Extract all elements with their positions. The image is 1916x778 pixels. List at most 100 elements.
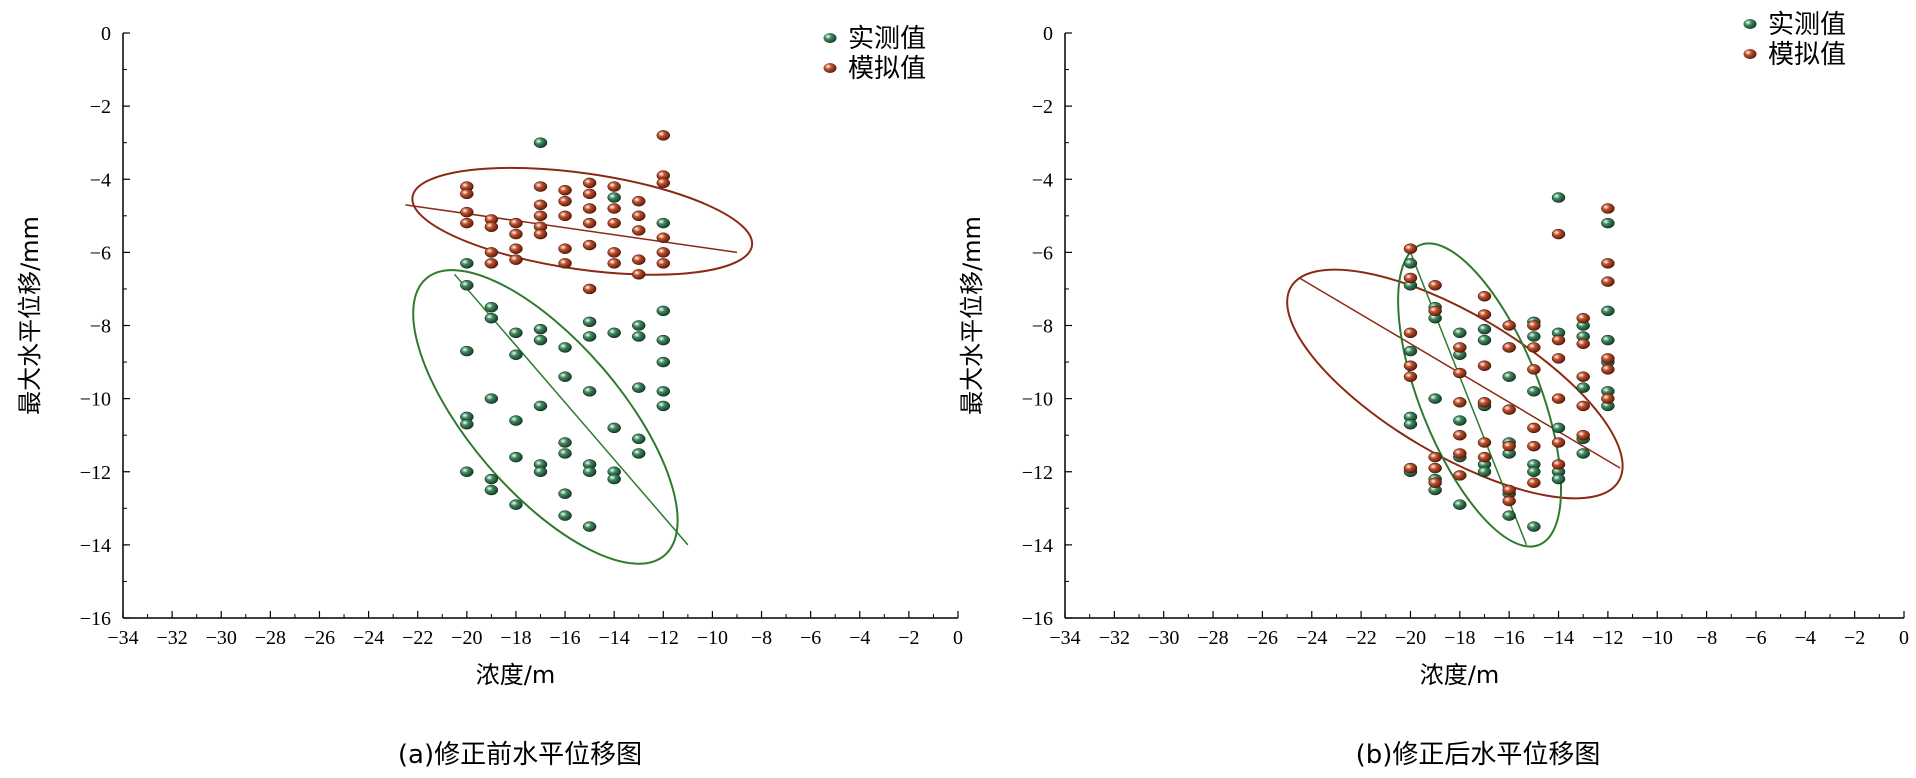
simulated-point <box>1527 342 1541 353</box>
simulated-point <box>1428 477 1442 488</box>
measured-point <box>1477 323 1492 335</box>
simulated-point <box>656 232 671 243</box>
measured-point <box>460 280 474 291</box>
simulated-point <box>656 130 671 141</box>
measured-point <box>1453 327 1467 339</box>
measured-point <box>656 305 671 317</box>
measured-point <box>607 473 621 485</box>
x-tick-label: 0 <box>1899 627 1909 649</box>
measured-point <box>656 334 671 346</box>
simulated-point <box>1477 291 1492 302</box>
measured-point <box>460 258 474 269</box>
y-tick-label: 0 <box>1043 23 1053 45</box>
simulated-point <box>1428 280 1442 291</box>
simulated-point <box>1502 440 1516 452</box>
measured-point <box>558 448 572 459</box>
simulated-point <box>1551 393 1566 404</box>
y-tick-label: −2 <box>1032 96 1053 118</box>
cluster-ellipse <box>412 269 679 565</box>
measured-point <box>509 451 523 463</box>
simulated-point <box>1527 440 1541 452</box>
simulated-point <box>533 210 548 222</box>
measured-point <box>460 466 474 477</box>
measured-point <box>631 382 646 393</box>
x-tick-label: −26 <box>1247 627 1278 649</box>
y-tick-label: −12 <box>80 462 111 484</box>
simulated-point <box>607 217 621 229</box>
simulated-point <box>631 195 646 207</box>
simulated-point <box>460 188 474 200</box>
simulated-point <box>1453 367 1467 379</box>
x-tick-label: −30 <box>1148 627 1179 649</box>
simulated-point <box>1477 360 1492 371</box>
x-tick-label: −14 <box>1543 627 1574 649</box>
measured-point <box>582 521 597 532</box>
measured-point <box>582 386 597 397</box>
measured-point <box>1477 466 1492 477</box>
x-tick-label: −8 <box>1696 627 1717 649</box>
simulated-point <box>558 195 572 207</box>
y-tick-label: −8 <box>90 316 111 338</box>
y-axis-label: 最大水平位移/mm <box>958 216 986 415</box>
measured-point <box>1477 334 1492 346</box>
measured-point <box>656 400 671 412</box>
measured-point <box>1527 466 1541 477</box>
measured-point <box>509 349 523 360</box>
measured-point <box>484 484 499 496</box>
x-tick-label: −14 <box>599 627 630 649</box>
x-tick-label: −4 <box>849 627 870 649</box>
simulated-point <box>460 217 474 229</box>
simulated-point <box>558 258 572 269</box>
simulated-point <box>1551 459 1566 470</box>
simulated-point <box>1477 451 1492 463</box>
simulated-point <box>1403 371 1418 382</box>
chart-panel-a: −34 −32 −30 −28 −26 −24 −22 −20 −18 −16 −14 −12 −10−… <box>16 23 963 770</box>
measured-point <box>460 418 474 430</box>
simulated-point <box>558 243 572 254</box>
x-tick-label: 0 <box>953 627 963 649</box>
simulated-point <box>1403 360 1418 371</box>
x-tick-label: −10 <box>1642 627 1673 649</box>
x-tick-label: −6 <box>800 627 821 649</box>
measured-point <box>631 433 646 445</box>
measured-point <box>582 316 597 328</box>
measured-point <box>558 437 572 448</box>
y-tick-label: −16 <box>80 608 111 630</box>
measured-point <box>1453 415 1467 426</box>
legend-marker <box>1743 19 1757 29</box>
simulated-point <box>1601 276 1615 287</box>
simulated-point <box>1477 437 1492 448</box>
simulated-point <box>1403 462 1418 474</box>
simulated-point <box>656 258 671 269</box>
y-tick-label: −14 <box>1022 535 1053 557</box>
simulated-point <box>1527 422 1541 434</box>
y-tick-label: −12 <box>1022 462 1053 484</box>
measured-point <box>558 371 572 382</box>
simulated-point <box>1428 451 1442 463</box>
measured-point <box>533 400 548 412</box>
x-tick-label: −16 <box>549 627 580 649</box>
simulated-point <box>1576 400 1590 412</box>
simulated-point <box>484 258 499 269</box>
simulated-point <box>582 188 597 200</box>
y-tick-label: −10 <box>1022 389 1053 411</box>
x-tick-label: −28 <box>255 627 286 649</box>
x-tick-label: −2 <box>1844 627 1865 649</box>
simulated-point <box>582 203 597 214</box>
measured-point <box>533 323 548 335</box>
figure-caption: (b)修正后水平位移图 <box>1356 740 1601 770</box>
simulated-point <box>582 217 597 229</box>
measured-point <box>1403 418 1418 430</box>
simulated-point <box>1601 203 1615 214</box>
y-tick-label: 0 <box>101 23 111 45</box>
y-tick-label: −4 <box>1032 169 1053 191</box>
simulated-point <box>1453 470 1467 481</box>
simulated-point <box>1428 305 1442 317</box>
measured-point <box>509 415 523 426</box>
measured-point <box>558 488 572 499</box>
simulated-point <box>509 254 523 265</box>
x-tick-label: −24 <box>353 627 384 649</box>
y-tick-label: −16 <box>1022 608 1053 630</box>
x-tick-label: −24 <box>1296 627 1327 649</box>
